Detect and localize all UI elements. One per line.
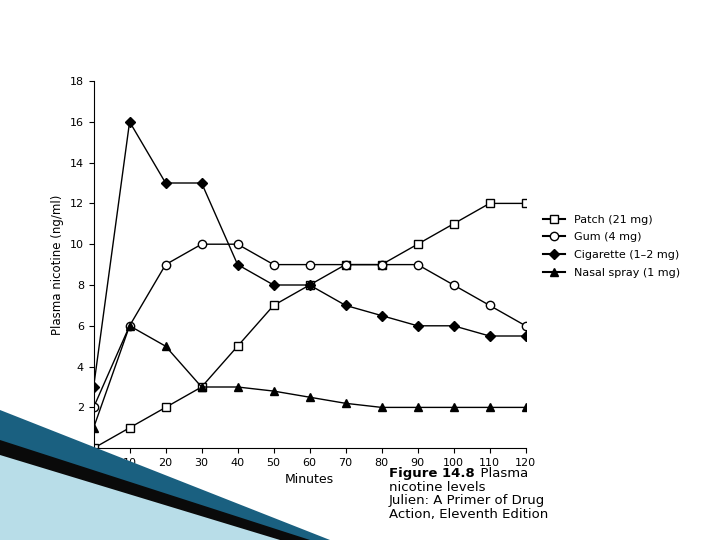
Legend: Patch (21 mg), Gum (4 mg), Cigarette (1–2 mg), Nasal spray (1 mg): Patch (21 mg), Gum (4 mg), Cigarette (1–… (538, 210, 684, 282)
Text: Plasma: Plasma (472, 467, 528, 480)
Polygon shape (0, 455, 280, 540)
Text: Action, Eleventh Edition: Action, Eleventh Edition (389, 508, 548, 521)
Polygon shape (0, 410, 330, 540)
Y-axis label: Plasma nicotine (ng/ml): Plasma nicotine (ng/ml) (51, 194, 64, 335)
Text: Figure 14.8: Figure 14.8 (389, 467, 474, 480)
Text: nicotine levels: nicotine levels (389, 481, 485, 494)
Text: Julien: A Primer of Drug: Julien: A Primer of Drug (389, 494, 545, 507)
X-axis label: Minutes: Minutes (285, 474, 334, 487)
Polygon shape (0, 440, 310, 540)
